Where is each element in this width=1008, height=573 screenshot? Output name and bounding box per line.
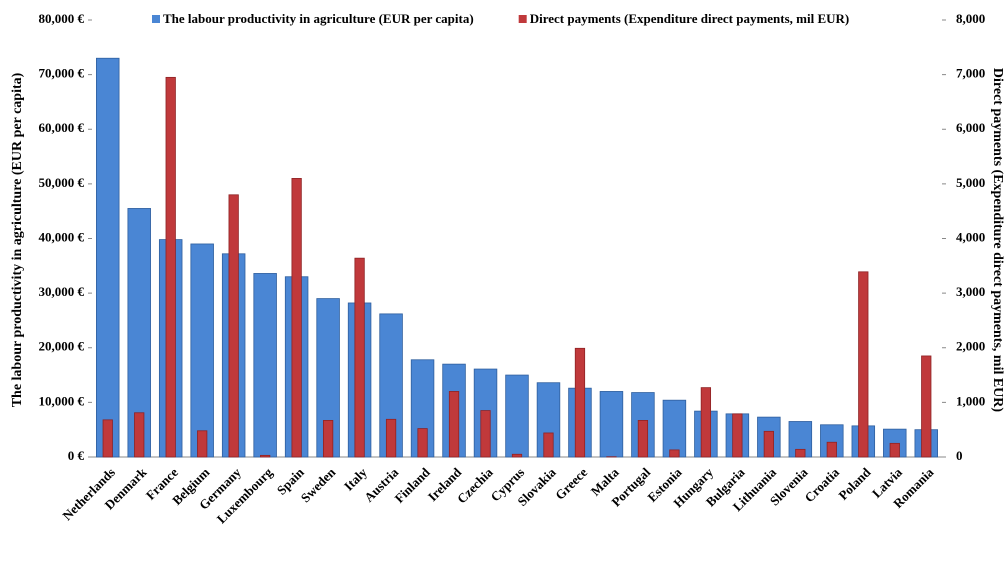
- y-tick-label: 80,000 €: [39, 11, 85, 26]
- bar: [448, 391, 460, 458]
- bar: [480, 410, 491, 458]
- bar: [322, 420, 334, 458]
- bar: [599, 391, 624, 458]
- legend-label: Direct payments (Expenditure direct paym…: [530, 11, 850, 26]
- bar: [96, 57, 120, 458]
- bar: [165, 76, 176, 458]
- bar: [197, 430, 208, 458]
- bar: [385, 418, 397, 458]
- bar: [732, 413, 743, 458]
- x-tick-label: Finland: [392, 464, 434, 506]
- bar: [354, 257, 365, 458]
- bar: [669, 449, 680, 458]
- y-tick-label: 0 €: [68, 448, 85, 463]
- bar: [921, 355, 932, 458]
- bar: [700, 387, 712, 458]
- x-tick-label: Greece: [552, 464, 590, 502]
- bar: [826, 441, 837, 458]
- bar: [763, 430, 774, 458]
- legend-swatch: [518, 15, 527, 23]
- x-tick-label: Croatia: [801, 464, 842, 505]
- y2-tick-label: 8,000: [956, 11, 985, 26]
- x-tick-label: Poland: [835, 464, 874, 503]
- y2-axis-title: Direct payments (Expenditure direct paym…: [990, 68, 1005, 412]
- y2-tick-label: 6,000: [956, 120, 985, 135]
- bar: [662, 399, 687, 458]
- bar: [102, 419, 113, 458]
- y-tick-label: 70,000 €: [39, 66, 85, 81]
- bar: [291, 178, 302, 458]
- bar: [889, 442, 900, 458]
- bar: [543, 432, 554, 458]
- bar: [253, 273, 277, 458]
- bar: [260, 454, 271, 458]
- y-tick-label: 10,000 €: [39, 393, 85, 408]
- y-tick-label: 20,000 €: [39, 339, 85, 354]
- y-tick-label: 50,000 €: [39, 175, 85, 190]
- y2-tick-label: 2,000: [956, 339, 985, 354]
- legend-swatch: [152, 15, 160, 23]
- bar: [574, 347, 586, 458]
- y2-tick-label: 7,000: [956, 66, 985, 81]
- bar: [134, 412, 145, 458]
- y2-tick-label: 4,000: [956, 229, 985, 244]
- y-tick-label: 60,000 €: [39, 120, 85, 135]
- y2-tick-label: 1,000: [956, 393, 985, 408]
- x-tick-label: Sweden: [298, 464, 339, 505]
- x-tick-label: Czechia: [454, 464, 496, 506]
- y2-tick-label: 3,000: [956, 284, 985, 299]
- y-tick-label: 40,000 €: [39, 229, 85, 244]
- bar: [417, 428, 428, 458]
- y-axis-title: The labour productivity in agriculture (…: [10, 72, 25, 407]
- bar: [858, 271, 869, 458]
- bar: [637, 420, 649, 458]
- bar: [190, 243, 214, 458]
- y-tick-label: 30,000 €: [39, 284, 85, 299]
- bar: [511, 453, 523, 458]
- bar: [505, 374, 529, 458]
- y2-tick-label: 5,000: [956, 175, 985, 190]
- bar: [228, 194, 239, 458]
- y2-tick-label: 0: [956, 448, 963, 463]
- legend-label: The labour productivity in agriculture (…: [163, 11, 474, 26]
- bar: [795, 448, 806, 458]
